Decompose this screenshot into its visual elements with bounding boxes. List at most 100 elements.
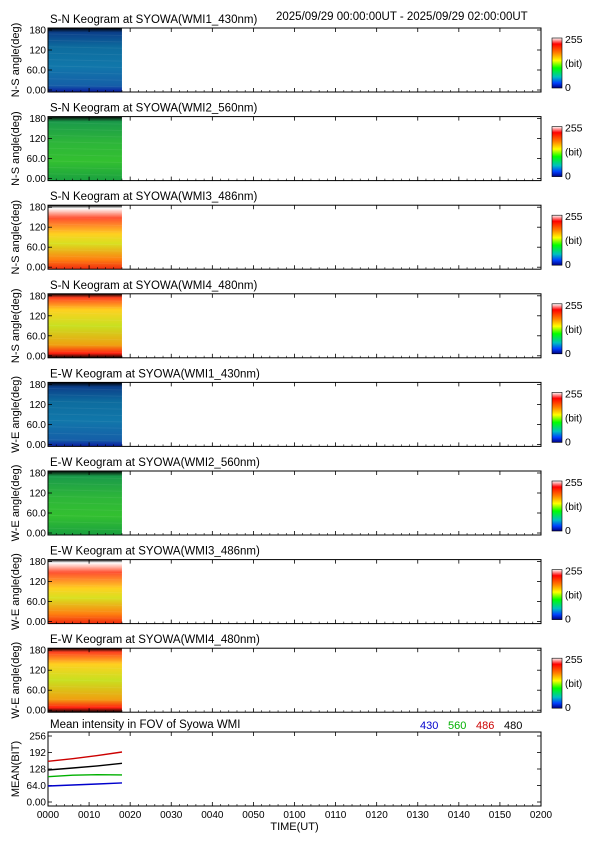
chart-ytick-label: 128 [29, 765, 46, 776]
colorbar [551, 37, 563, 89]
keogram-ylabel: W-E angle(deg) [10, 465, 22, 542]
colorbar-min-label: 0 [565, 525, 571, 537]
keogram-title: S-N Keogram at SYOWA(WMI4_480nm) [50, 280, 257, 292]
colorbar-unit-label: (bit) [565, 591, 582, 602]
series-line-430 [47, 782, 123, 787]
keogram-texture [47, 134, 122, 138]
keogram-texture [47, 84, 122, 88]
keogram-texture [47, 387, 122, 391]
keogram-ylabel: N-S angle(deg) [10, 23, 22, 98]
keogram-texture [47, 261, 122, 265]
keogram-texture [47, 514, 122, 518]
keogram-texture [47, 122, 122, 125]
keogram-texture [47, 318, 122, 321]
keogram-title: E-W Keogram at SYOWA(WMI3_486nm) [50, 546, 260, 558]
chart-xtick-label: 0010 [78, 810, 101, 821]
keogram-ytick-label: 60.0 [27, 66, 47, 77]
keogram-texture [47, 609, 122, 613]
keogram-ytick-label: 180 [29, 114, 46, 125]
keogram-texture [47, 426, 122, 429]
keogram-texture [47, 217, 122, 220]
colorbar-min-label: 0 [565, 702, 571, 714]
keogram-texture [47, 495, 122, 499]
chart-title: Mean intensity in FOV of Syowa WMI [50, 719, 240, 731]
keogram-texture [47, 407, 122, 410]
keogram-ytick-label: 60.0 [27, 331, 47, 342]
keogram-ytick-label: 180 [29, 291, 46, 302]
keogram-image [48, 205, 122, 270]
chart-xtick-label: 0020 [119, 810, 142, 821]
keogram-texture [47, 65, 122, 68]
keogram-texture [47, 229, 122, 233]
keogram-texture [47, 527, 122, 531]
chart-xtick-label: 0000 [37, 810, 60, 821]
keogram-texture [47, 660, 122, 663]
chart-ytick-label: 64.0 [27, 781, 47, 792]
keogram-texture [47, 344, 122, 347]
keogram-image [48, 559, 122, 624]
keogram-ytick-label: 0.00 [27, 86, 47, 97]
keogram-texture [47, 565, 122, 568]
colorbar-max-label: 255 [565, 388, 583, 400]
chart-xtick-label: 0030 [160, 810, 183, 821]
keogram-ytick-label: 180 [29, 203, 46, 214]
keogram-texture [47, 59, 122, 62]
series-line-560 [47, 773, 123, 778]
keogram-texture [47, 255, 122, 258]
chart-ytick-label: 0.00 [27, 798, 47, 809]
keogram-panel: E-W Keogram at SYOWA(WMI4_480nm) 180 120 60… [10, 634, 583, 718]
colorbar [551, 569, 563, 620]
colorbar-min-label: 0 [565, 171, 571, 183]
keogram-image [48, 28, 122, 92]
keogram-texture [47, 508, 122, 511]
keogram-texture [47, 394, 122, 397]
keogram-texture [47, 33, 122, 36]
chart-xtick-label: 0200 [530, 810, 553, 821]
keogram-ytick-label: 60.0 [27, 420, 47, 431]
keogram-panel: S-N Keogram at SYOWA(WMI4_480nm) 180 120 60… [10, 280, 583, 363]
keogram-texture [47, 419, 122, 423]
colorbar-unit-label: (bit) [565, 325, 582, 336]
keogram-texture [47, 52, 122, 56]
keogram-texture [47, 46, 122, 49]
keogram-texture [47, 173, 122, 176]
colorbar-min-label: 0 [565, 348, 571, 360]
keogram-texture [47, 147, 122, 151]
colorbar-min-label: 0 [565, 436, 571, 448]
keogram-title: E-W Keogram at SYOWA(WMI1_430nm) [50, 368, 260, 380]
chart-frame [47, 731, 542, 807]
keogram-texture [47, 597, 122, 600]
keogram-texture [47, 653, 122, 657]
keogram-ytick-label: 0.00 [27, 706, 47, 717]
keogram-texture [47, 482, 122, 486]
keogram-texture [47, 39, 122, 43]
keogram-ytick-label: 0.00 [27, 351, 47, 362]
keogram-texture [47, 78, 122, 81]
chart-xtick-label: 0110 [325, 810, 347, 821]
keogram-ytick-label: 120 [29, 489, 46, 500]
keogram-panel: S-N Keogram at SYOWA(WMI1_430nm) 180 120 60… [10, 14, 583, 97]
keogram-image [48, 293, 122, 358]
keogram-texture [47, 439, 122, 442]
keogram-ytick-label: 60.0 [27, 509, 47, 520]
keogram-texture [47, 698, 122, 701]
keogram-ytick-label: 120 [29, 46, 46, 57]
keogram-texture [47, 166, 122, 170]
keogram-ytick-label: 120 [29, 666, 46, 677]
colorbar [551, 480, 563, 532]
keogram-texture [47, 432, 122, 436]
keogram-ytick-label: 0.00 [27, 263, 47, 274]
keogram-image [48, 382, 122, 447]
keogram-ytick-label: 180 [29, 557, 46, 568]
colorbar-unit-label: (bit) [565, 679, 582, 690]
keogram-texture [47, 489, 122, 492]
chart-xtick-label: 0140 [448, 810, 471, 821]
keogram-image [48, 116, 122, 181]
keogram-image [48, 648, 122, 713]
colorbar [551, 657, 563, 709]
keogram-texture [47, 210, 122, 214]
legend-entry: 560 [448, 720, 466, 732]
keogram-title: S-N Keogram at SYOWA(WMI2_560nm) [50, 103, 257, 115]
colorbar [551, 303, 563, 355]
